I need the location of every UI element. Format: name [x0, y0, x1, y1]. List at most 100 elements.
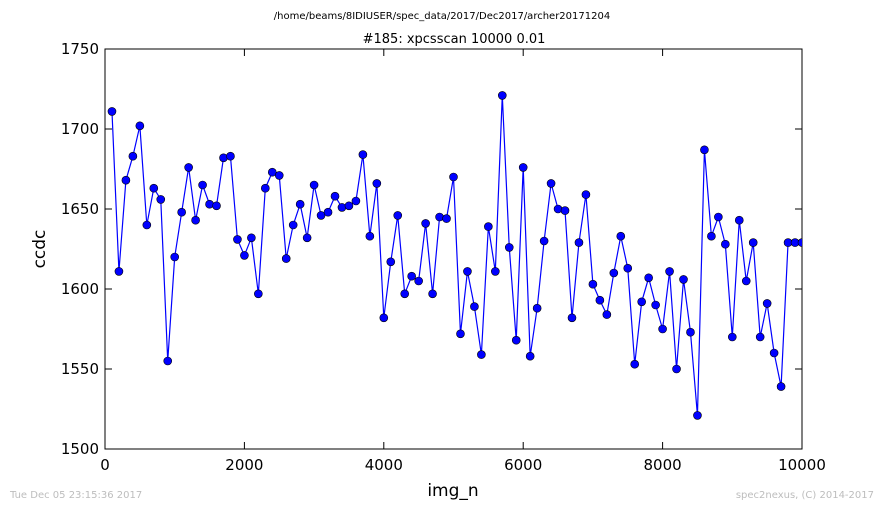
x-tick-label: 0	[100, 456, 110, 474]
data-point	[595, 295, 605, 305]
data-point	[191, 215, 200, 225]
data-point	[177, 207, 186, 217]
data-point	[553, 204, 563, 214]
data-point	[532, 303, 542, 313]
data-point	[525, 351, 535, 361]
data-point	[330, 191, 340, 201]
data-point	[240, 251, 249, 260]
data-point	[302, 233, 312, 243]
footer-credit: spec2nexus, (C) 2014-2017	[736, 490, 874, 501]
data-point	[644, 273, 653, 283]
data-point	[219, 153, 228, 163]
data-point	[205, 199, 214, 209]
data-point	[665, 267, 674, 276]
data-point	[267, 167, 277, 177]
data-point	[714, 212, 723, 222]
data-point	[686, 327, 695, 337]
data-point	[539, 236, 549, 246]
data-point	[428, 289, 437, 299]
data-point	[358, 150, 368, 159]
data-point	[198, 180, 207, 190]
data-point	[762, 299, 772, 308]
data-point	[776, 382, 786, 391]
x-tick-label: 2000	[225, 456, 263, 474]
x-tick-label: 8000	[644, 456, 682, 474]
data-point	[602, 310, 612, 319]
y-tick-label: 1600	[61, 280, 99, 298]
data-point	[741, 276, 751, 286]
x-tick-label: 10000	[778, 456, 826, 474]
data-point	[727, 332, 737, 342]
data-point	[518, 163, 528, 172]
plot-area	[104, 48, 803, 450]
data-point	[574, 238, 584, 247]
data-point	[414, 276, 423, 286]
data-point	[769, 348, 779, 358]
y-tick-label: 1750	[61, 40, 99, 58]
data-point	[477, 350, 486, 359]
data-point	[484, 222, 493, 231]
data-point	[247, 233, 256, 243]
data-point	[121, 175, 131, 185]
data-point	[679, 275, 688, 284]
data-point	[337, 203, 347, 212]
y-tick-label: 1700	[61, 120, 99, 138]
data-point	[288, 220, 298, 230]
data-point	[156, 195, 166, 204]
data-point	[672, 364, 681, 374]
data-point	[693, 411, 702, 420]
data-point	[721, 239, 730, 249]
data-point	[637, 297, 646, 307]
data-point	[588, 279, 598, 289]
x-axis-ticks: 0 2000 4000 6000 8000 10000	[100, 49, 826, 474]
data-point	[511, 335, 521, 345]
data-point	[560, 206, 570, 215]
data-point	[170, 252, 179, 262]
data-point	[651, 300, 660, 310]
data-point	[734, 215, 744, 225]
y-tick-label: 1500	[61, 440, 99, 458]
data-point	[449, 172, 458, 182]
data-point	[421, 219, 430, 228]
data-point	[372, 179, 382, 188]
data-point	[212, 201, 221, 211]
data-point	[456, 329, 465, 339]
data-point	[365, 231, 375, 241]
data-point	[407, 271, 416, 281]
data-point	[274, 171, 284, 180]
data-point	[351, 196, 361, 206]
data-point	[567, 313, 577, 323]
file-path: /home/beams/8IDIUSER/spec_data/2017/Dec2…	[274, 11, 610, 22]
data-point	[309, 180, 319, 190]
y-tick-label: 1550	[61, 360, 99, 378]
data-point	[463, 267, 472, 276]
y-tick-label: 1650	[61, 200, 99, 218]
data-point	[128, 151, 138, 161]
data-point	[707, 231, 716, 241]
data-point	[435, 212, 444, 222]
data-point	[281, 254, 291, 263]
data-point	[184, 163, 193, 172]
data-point	[748, 238, 758, 247]
y-axis-label: ccdc	[30, 230, 50, 269]
x-axis-label: img_n	[427, 481, 478, 501]
data-point	[491, 267, 500, 276]
data-point	[755, 332, 765, 342]
chart-title: #185: xpcsscan 10000 0.01	[363, 32, 546, 47]
data-point	[261, 183, 270, 193]
data-point	[442, 214, 451, 223]
data-point	[658, 324, 667, 334]
data-point	[504, 243, 514, 252]
data-point	[546, 179, 556, 188]
x-tick-label: 6000	[504, 456, 542, 474]
data-point	[400, 289, 410, 299]
y-axis-ticks: 1500 1550 1600 1650 1700 1750	[61, 40, 802, 458]
data-point	[142, 220, 152, 230]
data-point	[630, 359, 640, 369]
data-point	[254, 289, 263, 299]
data-point	[581, 190, 591, 199]
data-point	[226, 151, 235, 161]
data-series	[107, 91, 802, 420]
data-point	[470, 302, 479, 311]
